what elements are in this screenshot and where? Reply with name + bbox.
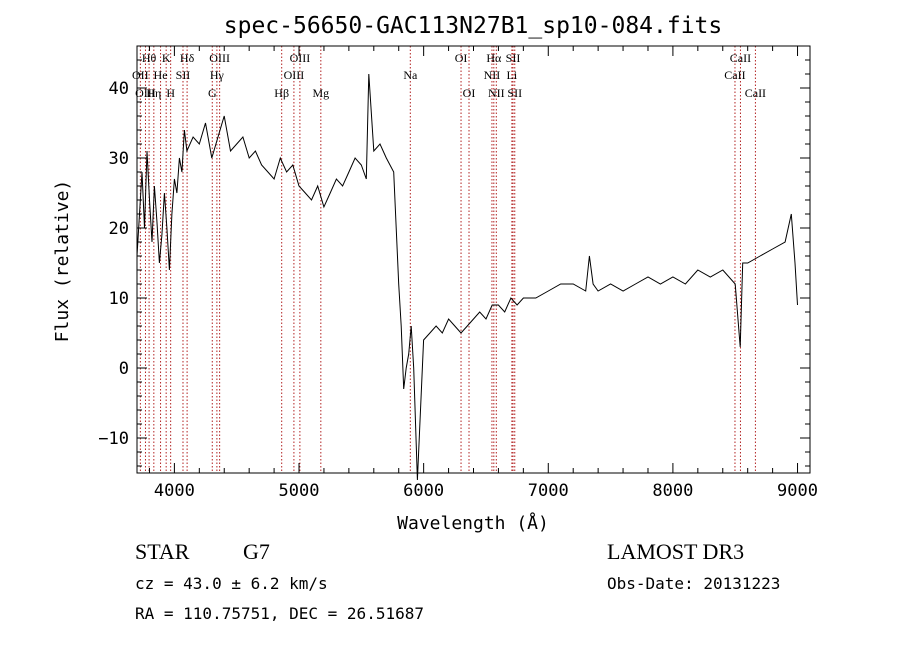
plot-frame <box>136 45 811 474</box>
line-label-low-5: Mg <box>312 86 329 100</box>
line-label-top-5: OI <box>455 51 468 65</box>
line-label-top-7: SII <box>506 51 521 65</box>
spectral-line-markers <box>139 46 756 473</box>
y-tick-label: 10 <box>109 289 129 309</box>
y-tick-label: 0 <box>119 359 129 379</box>
x-axis-label: Wavelength (Å) <box>397 512 549 534</box>
subclass-label: G7 <box>243 539 270 564</box>
line-label-low-1: Hη <box>146 86 161 100</box>
class-label: STAR <box>135 539 190 564</box>
x-tick-label: 6000 <box>403 481 444 501</box>
x-tick-label: 7000 <box>528 481 569 501</box>
line-label-top-6: Hα <box>486 51 502 65</box>
line-label-mid-4: OIII <box>284 68 305 82</box>
chart-title: spec-56650-GAC113N27B1_sp10-084.fits <box>224 13 723 39</box>
spectrum-line <box>136 73 798 481</box>
y-tick-label: 20 <box>109 219 129 239</box>
line-label-mid-7: Li <box>507 68 518 82</box>
x-tick-label: 5000 <box>279 481 320 501</box>
line-label-mid-3: Hγ <box>210 68 225 82</box>
line-label-low-7: NII <box>488 86 505 100</box>
line-label-top-1: K <box>162 51 171 65</box>
line-label-low-9: CaII <box>745 86 766 100</box>
line-label-low-0: OIII <box>135 86 156 100</box>
radec-text: RA = 110.75751, DEC = 26.51687 <box>135 604 424 623</box>
line-label-top-4: OIII <box>290 51 311 65</box>
line-label-top-0: Hθ <box>142 51 157 65</box>
y-tick-label: −10 <box>98 429 129 449</box>
cz-text: cz = 43.0 ± 6.2 km/s <box>135 574 328 593</box>
y-tick-label: 30 <box>109 149 129 169</box>
line-label-mid-0: OII <box>132 68 149 82</box>
survey-label: LAMOST DR3 <box>607 539 744 564</box>
obs-date-text: Obs-Date: 20131223 <box>607 574 780 593</box>
x-axis-ticks: 4000 5000 6000 7000 8000 9000 <box>148 46 818 501</box>
x-tick-label: 8000 <box>652 481 693 501</box>
y-axis-ticks: −10 0 10 20 30 40 <box>98 45 810 467</box>
y-tick-label: 40 <box>109 79 129 99</box>
line-label-mid-8: CaII <box>724 68 745 82</box>
x-tick-label: 9000 <box>777 481 818 501</box>
line-label-low-6: OI <box>463 86 476 100</box>
line-label-top-8: CaII <box>730 51 751 65</box>
line-label-low-2: H <box>166 86 175 100</box>
line-label-mid-5: Na <box>403 68 418 82</box>
line-label-mid-1: He <box>154 68 168 82</box>
line-label-top-2: Hδ <box>180 51 195 65</box>
line-label-mid-6: NII <box>484 68 501 82</box>
spectral-line-labels: Hθ K Hδ OIII OIII OI Hα SII CaII OII He SII Hγ OIII Na… <box>132 51 766 100</box>
line-label-top-3: OIII <box>209 51 230 65</box>
x-tick-label: 4000 <box>154 481 195 501</box>
line-label-low-3: G <box>208 86 217 100</box>
line-label-mid-2: SII <box>176 68 191 82</box>
line-label-low-8: SII <box>507 86 522 100</box>
y-axis-label: Flux (relative) <box>52 180 73 343</box>
line-label-low-4: Hβ <box>274 86 289 100</box>
